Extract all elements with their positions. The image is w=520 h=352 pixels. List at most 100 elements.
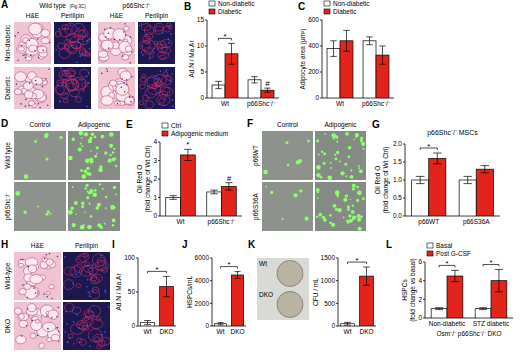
lipid-droplet	[333, 204, 337, 208]
lipid-droplet	[111, 205, 115, 209]
legend-label: Diabetic	[333, 8, 357, 15]
lipid-droplet	[104, 151, 107, 154]
lipid-droplet	[94, 135, 97, 138]
panel-i: I050100Ad.N / Ma.Ar*WtDKO	[112, 239, 176, 335]
error-cap	[495, 291, 503, 292]
y-tick	[158, 197, 160, 198]
error-bar	[463, 176, 472, 183]
error-line	[231, 43, 232, 64]
nucleus	[131, 76, 133, 78]
lipid-droplet	[298, 159, 302, 163]
cell	[95, 260, 108, 271]
cell	[55, 86, 64, 95]
cell	[141, 24, 150, 31]
lipid-droplet	[24, 174, 29, 179]
cell	[65, 79, 79, 90]
lipid-droplet	[113, 186, 116, 189]
lipid-droplet	[358, 165, 360, 167]
lipid-droplet	[15, 191, 20, 196]
nucleus	[108, 306, 110, 308]
lipid-droplet	[349, 219, 353, 223]
lipid-droplet	[357, 218, 361, 222]
nucleus	[22, 284, 24, 286]
error-cap	[344, 325, 351, 326]
nucleus	[101, 334, 103, 336]
significance-mark: *	[186, 140, 189, 149]
cell	[139, 84, 145, 89]
bar	[475, 309, 491, 318]
y-tick	[205, 46, 207, 47]
error-cap	[363, 267, 370, 268]
nucleus	[166, 69, 168, 71]
panel-letter: A	[1, 0, 8, 10]
nucleus	[76, 274, 78, 276]
error-cap	[330, 56, 336, 57]
nucleus	[46, 254, 48, 256]
nucleus	[119, 39, 121, 41]
cell	[19, 321, 28, 328]
legend-swatch	[427, 243, 433, 248]
cell	[113, 29, 126, 41]
lipid-droplet	[81, 205, 84, 208]
nucleus	[153, 48, 155, 50]
lipid-droplet	[334, 154, 336, 156]
nucleus	[24, 54, 26, 56]
lipid-droplet	[287, 164, 290, 167]
nucleus	[62, 84, 64, 86]
error-bar	[234, 272, 240, 279]
error-bar	[330, 41, 336, 57]
cell	[57, 80, 64, 86]
x-tick-label: Non-diabetic	[429, 320, 466, 327]
legend-swatch	[324, 9, 330, 14]
lipid-droplet	[330, 167, 332, 169]
micrograph	[54, 67, 91, 109]
lipid-droplet	[112, 219, 116, 223]
cell	[158, 44, 168, 53]
lipid-droplet	[88, 203, 90, 205]
row-label: p66WT	[252, 145, 260, 166]
nucleus	[141, 52, 143, 54]
y-tick	[423, 280, 425, 281]
error-cap	[144, 324, 151, 325]
lipid-droplet	[353, 139, 355, 141]
y-tick-label: 0	[315, 94, 319, 101]
bar	[447, 276, 463, 318]
lipid-droplet	[347, 208, 350, 211]
cell	[29, 23, 42, 35]
error-cap	[451, 281, 459, 282]
lipid-droplet	[307, 140, 310, 143]
y-tick	[320, 46, 322, 47]
error-cap	[184, 160, 191, 161]
y-tick	[320, 98, 322, 99]
photo-label: Wt	[259, 260, 267, 267]
y-axis-label: Oil Red O	[136, 165, 143, 194]
lipid-droplet	[343, 217, 345, 219]
cell	[29, 101, 35, 106]
lipid-droplet	[345, 194, 348, 197]
nucleus	[36, 83, 38, 85]
cell	[65, 42, 77, 53]
column-label: Adipogenic	[324, 121, 357, 129]
marks	[412, 153, 494, 216]
y-tick	[403, 198, 405, 199]
cell	[166, 76, 171, 81]
cell	[64, 280, 74, 290]
nucleus	[122, 55, 124, 57]
y-tick	[158, 160, 160, 161]
legend-swatch	[209, 9, 215, 14]
error-cap	[363, 285, 370, 286]
micrograph	[68, 131, 120, 180]
panel-j: J0200040006000HSPCs/mL*WtDKO	[182, 239, 246, 335]
lipid-droplet	[86, 172, 89, 175]
lipid-droplet	[318, 213, 322, 217]
nucleus	[141, 45, 143, 47]
cell	[145, 77, 158, 87]
x-tick-label: DKO	[359, 328, 373, 335]
error-line	[237, 272, 238, 279]
cell	[167, 23, 172, 27]
error-cap	[234, 278, 240, 279]
lipid-droplet	[349, 146, 352, 149]
lipid-droplet	[81, 174, 86, 179]
nucleus	[172, 106, 174, 108]
y-tick-label: 2	[153, 175, 157, 182]
